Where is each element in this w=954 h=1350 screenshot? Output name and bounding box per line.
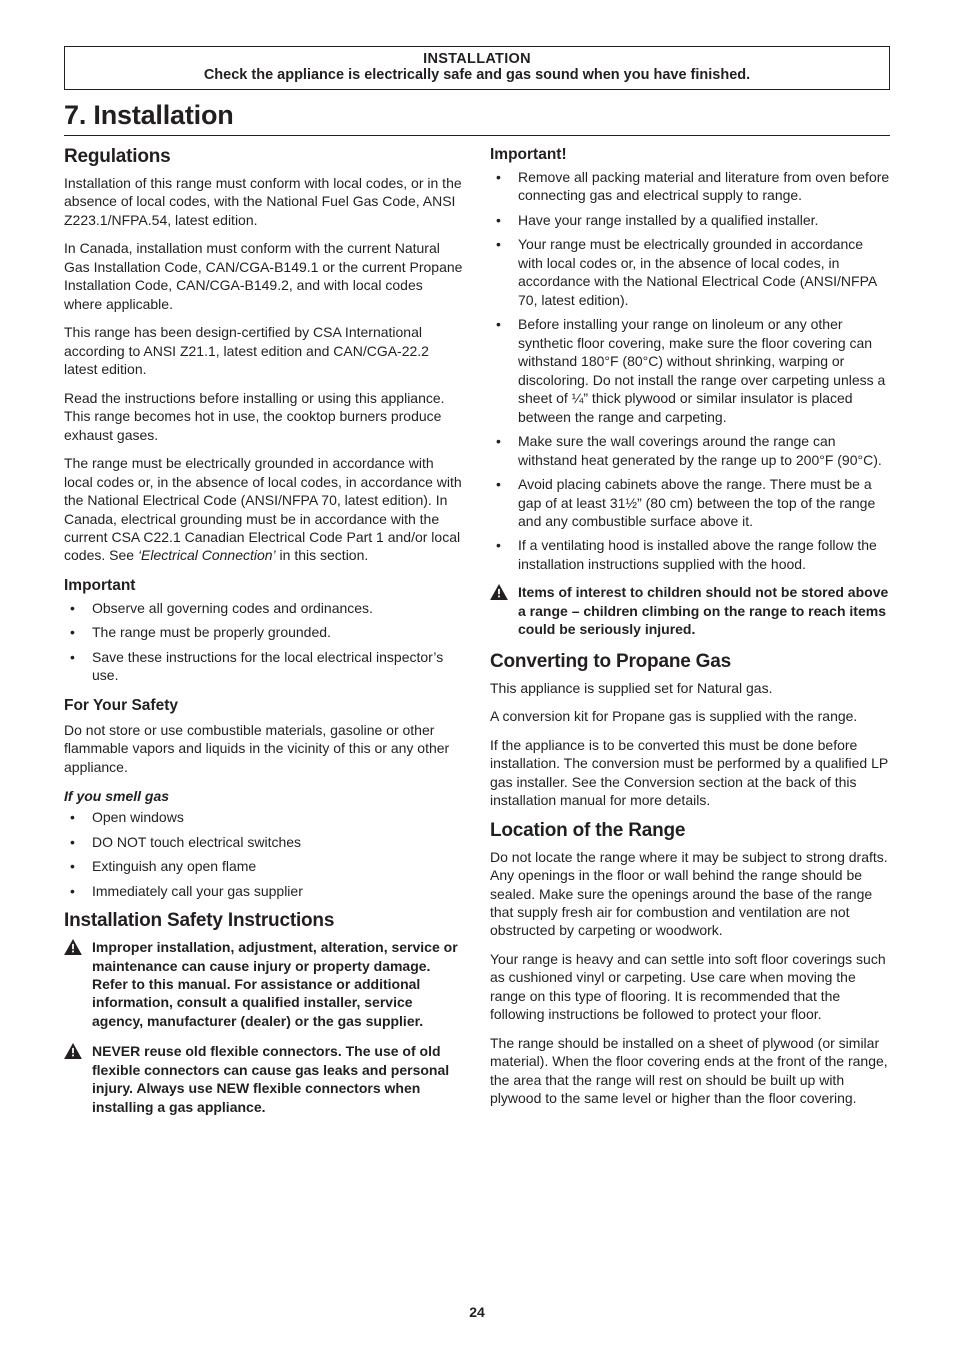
warning-children: Items of interest to children should not… <box>490 583 890 638</box>
regulations-p2: In Canada, installation must conform wit… <box>64 239 464 313</box>
list-item: Remove all packing material and literatu… <box>490 168 890 205</box>
left-column: Regulations Installation of this range m… <box>64 146 464 1128</box>
regulations-p1: Installation of this range must conform … <box>64 174 464 229</box>
safety-p: Do not store or use combustible material… <box>64 721 464 776</box>
list-item: Save these instructions for the local el… <box>64 648 464 685</box>
columns: Regulations Installation of this range m… <box>64 146 890 1128</box>
warning-text: Items of interest to children should not… <box>518 584 888 637</box>
warning-connectors: NEVER reuse old flexible connectors. The… <box>64 1042 464 1116</box>
list-item: Extinguish any open flame <box>64 857 464 875</box>
warning-improper-install: Improper installation, adjustment, alter… <box>64 938 464 1030</box>
section-rule <box>64 135 890 136</box>
header-subtitle: Check the appliance is electrically safe… <box>73 67 881 83</box>
list-item: DO NOT touch electrical switches <box>64 833 464 851</box>
location-heading: Location of the Range <box>490 820 890 842</box>
regulations-p3: This range has been design-certified by … <box>64 323 464 378</box>
list-item: Avoid placing cabinets above the range. … <box>490 475 890 530</box>
list-item: Open windows <box>64 808 464 826</box>
smell-list: Open windows DO NOT touch electrical swi… <box>64 808 464 900</box>
important-list-right: Remove all packing material and literatu… <box>490 168 890 573</box>
list-item: If a ventilating hood is installed above… <box>490 536 890 573</box>
header-box: INSTALLATION Check the appliance is elec… <box>64 46 890 90</box>
section-title: 7. Installation <box>64 100 890 131</box>
list-item: Observe all governing codes and ordinanc… <box>64 599 464 617</box>
regulations-p5b: in this section. <box>276 547 369 563</box>
warning-icon <box>490 584 508 600</box>
propane-p1: This appliance is supplied set for Natur… <box>490 679 890 697</box>
list-item: Make sure the wall coverings around the … <box>490 432 890 469</box>
important-list-left: Observe all governing codes and ordinanc… <box>64 599 464 685</box>
propane-heading: Converting to Propane Gas <box>490 651 890 673</box>
list-item: Have your range installed by a qualified… <box>490 211 890 229</box>
regulations-p5-italic: ‘Electrical Connection’ <box>138 547 276 563</box>
regulations-p4: Read the instructions before installing … <box>64 389 464 444</box>
warning-text: NEVER reuse old flexible connectors. The… <box>92 1043 449 1114</box>
page-number: 24 <box>0 1304 954 1320</box>
header-title: INSTALLATION <box>73 51 881 67</box>
install-safety-heading: Installation Safety Instructions <box>64 910 464 932</box>
regulations-heading: Regulations <box>64 146 464 168</box>
location-p2: Your range is heavy and can settle into … <box>490 950 890 1024</box>
list-item: Before installing your range on linoleum… <box>490 315 890 426</box>
location-p3: The range should be installed on a sheet… <box>490 1034 890 1108</box>
location-p1: Do not locate the range where it may be … <box>490 848 890 940</box>
warning-icon <box>64 939 82 955</box>
list-item: Your range must be electrically grounded… <box>490 235 890 309</box>
important-heading-right: Important! <box>490 146 890 164</box>
list-item: The range must be properly grounded. <box>64 623 464 641</box>
important-heading-left: Important <box>64 577 464 595</box>
right-column: Important! Remove all packing material a… <box>490 146 890 1128</box>
list-item: Immediately call your gas supplier <box>64 882 464 900</box>
propane-p2: A conversion kit for Propane gas is supp… <box>490 707 890 725</box>
propane-p3: If the appliance is to be converted this… <box>490 736 890 810</box>
warning-icon <box>64 1043 82 1059</box>
warning-text: Improper installation, adjustment, alter… <box>92 939 458 1029</box>
smell-heading: If you smell gas <box>64 788 464 804</box>
regulations-p5: The range must be electrically grounded … <box>64 454 464 565</box>
safety-heading: For Your Safety <box>64 697 464 715</box>
